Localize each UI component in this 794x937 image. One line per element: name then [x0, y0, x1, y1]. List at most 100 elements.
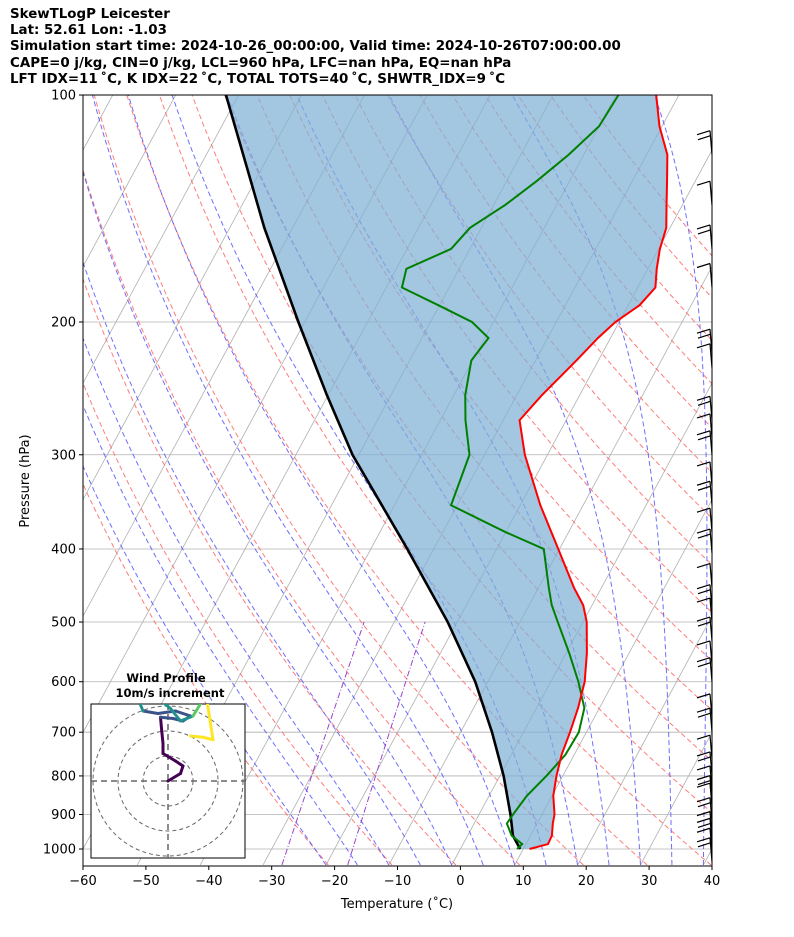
- barb-flag: [696, 693, 711, 699]
- wind-barb: [696, 480, 713, 506]
- location-text: Lat: 52.61 Lon: -1.03: [10, 23, 167, 39]
- x-tick-label: 40: [704, 874, 721, 889]
- hodograph-segment: [159, 715, 164, 733]
- barb-flag: [696, 797, 711, 803]
- hodograph-segment: [179, 714, 195, 723]
- hodograph-segment: [191, 704, 203, 718]
- barb-flag: [696, 413, 711, 419]
- wind-barb: [696, 562, 713, 588]
- barb-flag: [697, 621, 711, 627]
- barb-flag: [697, 229, 711, 235]
- hodograph-segment: [166, 772, 182, 783]
- barb-flag: [697, 802, 711, 808]
- barb-flag: [696, 343, 711, 349]
- barb-flag: [697, 780, 711, 786]
- barb-flag: [696, 782, 711, 788]
- barb-flag: [696, 328, 711, 334]
- dry-adiabat: [387, 95, 712, 520]
- barb-flag: [697, 756, 711, 762]
- x-tick-label: 30: [641, 874, 658, 889]
- hodograph-segment: [159, 715, 175, 720]
- barb-flag: [696, 817, 711, 823]
- y-tick-label: 100: [51, 89, 76, 104]
- hodograph-segment: [169, 707, 182, 723]
- moist-adiabat: [388, 95, 641, 866]
- hodograph-ring: [117, 730, 219, 832]
- barb-flag: [696, 395, 711, 401]
- x-tick-label: −40: [195, 874, 222, 889]
- wind-barb: [696, 693, 713, 718]
- profile-lines: [224, 95, 669, 850]
- y-tick-label: 700: [51, 726, 76, 741]
- y-tick-label: 900: [51, 808, 76, 823]
- barb-flag: [696, 430, 711, 436]
- barb-flag: [696, 734, 711, 740]
- wind-barb: [696, 528, 713, 554]
- x-tick-label: 0: [456, 874, 464, 889]
- y-tick-label: 600: [51, 675, 76, 690]
- barb-flag: [697, 135, 711, 141]
- dry-adiabat: [83, 381, 393, 866]
- mixing-ratio-line: [347, 621, 426, 866]
- moist-adiabat: [91, 95, 484, 866]
- temperature-line: [518, 95, 669, 850]
- y-tick-label: 300: [51, 448, 76, 463]
- y-tick-label: 500: [51, 616, 76, 631]
- y-tick-label: 400: [51, 542, 76, 557]
- barb-flag: [696, 461, 711, 467]
- hodograph-segment: [174, 759, 185, 768]
- wind-barb: [696, 130, 713, 155]
- moist-adiabat: [127, 95, 516, 866]
- barb-flag: [697, 485, 711, 491]
- x-tick-label: −10: [384, 874, 411, 889]
- hodograph-segment: [160, 729, 165, 745]
- barb-flag: [696, 707, 711, 713]
- barb-flag: [696, 507, 711, 513]
- moist-adiabat: [83, 464, 327, 866]
- x-tick-label: −20: [321, 874, 348, 889]
- isotherm-line: [325, 149, 712, 866]
- wind-barb: [696, 430, 713, 455]
- hodograph-subtitle: 10m/s increment: [116, 686, 225, 700]
- dewpoint-line: [400, 95, 620, 850]
- x-tick-label: 20: [578, 874, 595, 889]
- wind-barb: [696, 180, 713, 206]
- barb-flag: [696, 751, 711, 757]
- cin-shaded-area: [226, 95, 668, 849]
- isotherm-line: [703, 848, 712, 866]
- barb-flag: [697, 589, 711, 595]
- hodograph-segment: [161, 752, 177, 763]
- hodograph-inset: Wind Profile 10m/s increment: [90, 671, 246, 859]
- wind-barb: [696, 224, 713, 249]
- hodograph-segment: [201, 735, 215, 742]
- barb-flag: [696, 657, 711, 663]
- barb-flag: [696, 224, 711, 230]
- isotherm-line: [83, 95, 302, 501]
- mixing-ratio-line: [281, 621, 365, 866]
- barb-flag: [696, 480, 711, 486]
- hodograph-title: Wind Profile: [126, 671, 206, 685]
- parcel-profile-line: [224, 95, 522, 850]
- barb-flag: [696, 130, 711, 136]
- hodograph-segment: [205, 704, 215, 742]
- dry-adiabat: [419, 95, 712, 474]
- dry-adiabat: [83, 277, 457, 866]
- barb-flag: [697, 533, 711, 539]
- moist-adiabat: [511, 95, 673, 865]
- time-text: Simulation start time: 2024-10-26_00:00:…: [10, 39, 621, 55]
- wind-barbs: [696, 130, 713, 862]
- hodograph-segment: [141, 709, 160, 715]
- barb-flag: [697, 712, 711, 718]
- x-tick-label: 10: [515, 874, 532, 889]
- y-tick-label: 800: [51, 769, 76, 784]
- dry-adiabat: [83, 168, 520, 866]
- barb-flag: [696, 616, 711, 622]
- dry-adiabat: [452, 95, 712, 429]
- x-axis-label: Temperature (˚C): [340, 896, 453, 912]
- barb-flag: [696, 180, 711, 186]
- wind-barb: [696, 657, 713, 682]
- x-tick-label: −30: [258, 874, 285, 889]
- barb-flag: [697, 400, 711, 406]
- isotherm-line: [83, 95, 176, 268]
